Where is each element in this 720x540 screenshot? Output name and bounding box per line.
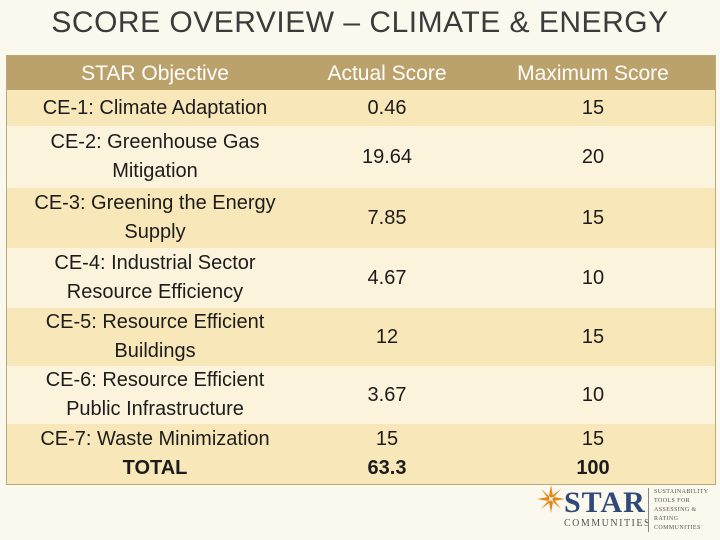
header-maximum-score: Maximum Score bbox=[517, 61, 669, 85]
maximum-score-cell: 15 100 bbox=[471, 424, 715, 484]
actual-score-cell: 15 63.3 bbox=[303, 424, 471, 484]
actual-score-cell: 0.46 bbox=[367, 96, 407, 119]
logo-divider bbox=[648, 488, 649, 532]
star-communities-logo: STAR COMMUNITIES SUSTAINABILITY TOOLS FO… bbox=[536, 484, 716, 536]
actual-score-cell: 12 bbox=[375, 325, 399, 348]
objective-cell: CE-2: Greenhouse Gas Mitigation bbox=[7, 126, 303, 188]
actual-waste-minimization: 15 bbox=[375, 428, 399, 450]
objective-line-2: Supply bbox=[124, 221, 186, 243]
objective-line-2: Mitigation bbox=[112, 160, 198, 182]
logo-wordmark: STAR bbox=[564, 486, 646, 519]
header-actual-score: Actual Score bbox=[327, 61, 447, 85]
logo-tagline-line-4: RATING COMMUNITIES bbox=[654, 516, 701, 531]
table-header-row: STAR Objective Actual Score Maximum Scor… bbox=[7, 56, 715, 90]
logo-tagline-line-2: TOOLS FOR bbox=[654, 498, 690, 504]
total-label: TOTAL bbox=[122, 457, 188, 479]
objective-line-2: Resource Efficiency bbox=[66, 281, 244, 303]
objective-line-1: CE-4: Industrial Sector bbox=[54, 252, 256, 274]
logo-tagline-line-1: SUSTAINABILITY bbox=[654, 489, 709, 495]
objective-line-2: Buildings bbox=[114, 340, 196, 362]
objective-cell: CE-7: Waste Minimization TOTAL bbox=[7, 424, 303, 484]
objective-cell: CE-3: Greening the Energy Supply bbox=[7, 188, 303, 248]
table-row-waste-and-total: CE-7: Waste Minimization TOTAL 15 63.3 1… bbox=[7, 424, 715, 484]
objective-line-2: Public Infrastructure bbox=[66, 398, 244, 420]
table-row: CE-2: Greenhouse Gas Mitigation 19.64 20 bbox=[7, 126, 715, 188]
objective-waste-minimization: CE-7: Waste Minimization bbox=[40, 428, 270, 450]
objective-line-1: CE-3: Greening the Energy bbox=[34, 192, 276, 214]
table-row: CE-4: Industrial Sector Resource Efficie… bbox=[7, 248, 715, 308]
score-table: STAR Objective Actual Score Maximum Scor… bbox=[6, 55, 716, 485]
total-actual: 63.3 bbox=[367, 457, 407, 479]
actual-score-cell: 4.67 bbox=[367, 266, 407, 289]
maximum-score-cell: 15 bbox=[581, 325, 605, 348]
star-burst-icon bbox=[537, 485, 565, 513]
actual-score-cell: 3.67 bbox=[367, 383, 407, 406]
header-objective: STAR Objective bbox=[81, 61, 229, 85]
total-max: 100 bbox=[576, 457, 610, 479]
actual-score-cell: 19.64 bbox=[361, 145, 413, 168]
maximum-score-cell: 10 bbox=[581, 383, 605, 406]
objective-cell: CE-1: Climate Adaptation bbox=[42, 96, 268, 119]
logo-subtitle: COMMUNITIES bbox=[564, 518, 652, 529]
objective-line-1: CE-2: Greenhouse Gas bbox=[50, 131, 260, 153]
maximum-score-cell: 15 bbox=[581, 206, 605, 229]
objective-line-1: CE-6: Resource Efficient bbox=[45, 369, 265, 391]
maximum-score-cell: 15 bbox=[581, 96, 605, 119]
logo-tagline: SUSTAINABILITY TOOLS FOR ASSESSING & RAT… bbox=[654, 488, 716, 533]
objective-cell: CE-6: Resource Efficient Public Infrastr… bbox=[7, 366, 303, 424]
max-waste-minimization: 15 bbox=[581, 428, 605, 450]
page-title: SCORE OVERVIEW – CLIMATE & ENERGY bbox=[51, 6, 669, 39]
actual-score-cell: 7.85 bbox=[367, 206, 407, 229]
table-row: CE-5: Resource Efficient Buildings 12 15 bbox=[7, 308, 715, 366]
objective-cell: CE-5: Resource Efficient Buildings bbox=[7, 308, 303, 366]
logo-tagline-line-3: ASSESSING & bbox=[654, 507, 697, 513]
table-row: CE-6: Resource Efficient Public Infrastr… bbox=[7, 366, 715, 424]
objective-line-1: CE-5: Resource Efficient bbox=[45, 311, 265, 333]
objective-cell: CE-4: Industrial Sector Resource Efficie… bbox=[7, 248, 303, 308]
table-row: CE-1: Climate Adaptation 0.46 15 bbox=[7, 90, 715, 126]
maximum-score-cell: 10 bbox=[581, 266, 605, 289]
maximum-score-cell: 20 bbox=[581, 145, 605, 168]
table-row: CE-3: Greening the Energy Supply 7.85 15 bbox=[7, 188, 715, 248]
